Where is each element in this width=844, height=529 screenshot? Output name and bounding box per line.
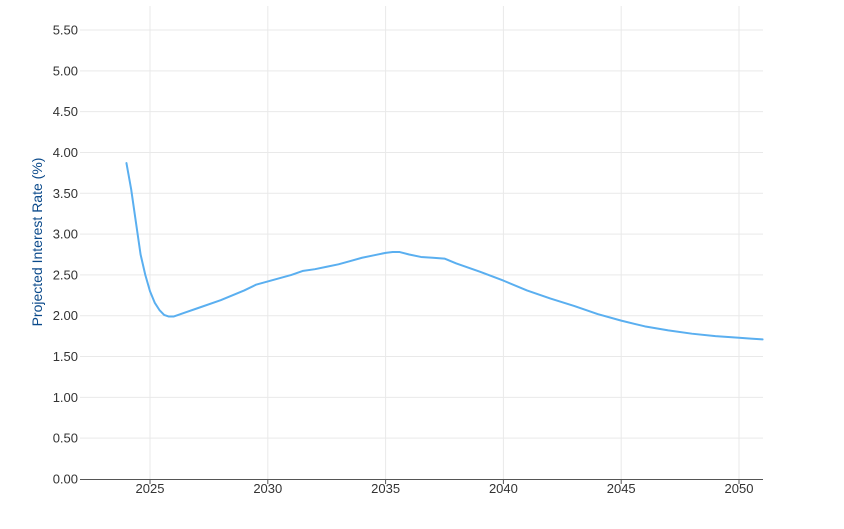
y-tick-label: 1.50 [53,349,78,364]
x-tick-label: 2030 [253,481,282,496]
x-tick-label: 2035 [371,481,400,496]
y-tick-label: 0.00 [53,472,78,487]
y-tick-label: 5.50 [53,23,78,38]
y-tick-label: 4.50 [53,104,78,119]
x-tick-label: 2045 [607,481,636,496]
y-tick-label: 2.00 [53,308,78,323]
y-tick-label: 2.50 [53,267,78,282]
series-layer [125,162,764,341]
y-tick-label: 1.00 [53,390,78,405]
y-tick-label: 4.00 [53,145,78,160]
grid [80,6,763,479]
x-tick-label: 2050 [725,481,754,496]
y-tick-label: 5.00 [53,63,78,78]
y-tick-label: 3.50 [53,186,78,201]
axes [80,479,763,484]
y-axis-title: Projected Interest Rate (%) [29,158,45,327]
labels: 0.00 0.50 1.00 1.50 2.00 2.50 3.00 3.50 4.00 4.50… [29,23,753,497]
x-tick-label: 2040 [489,481,518,496]
x-tick-label: 2025 [136,481,165,496]
series-line [125,162,764,341]
y-tick-label: 0.50 [53,431,78,446]
y-tick-label: 3.00 [53,227,78,242]
